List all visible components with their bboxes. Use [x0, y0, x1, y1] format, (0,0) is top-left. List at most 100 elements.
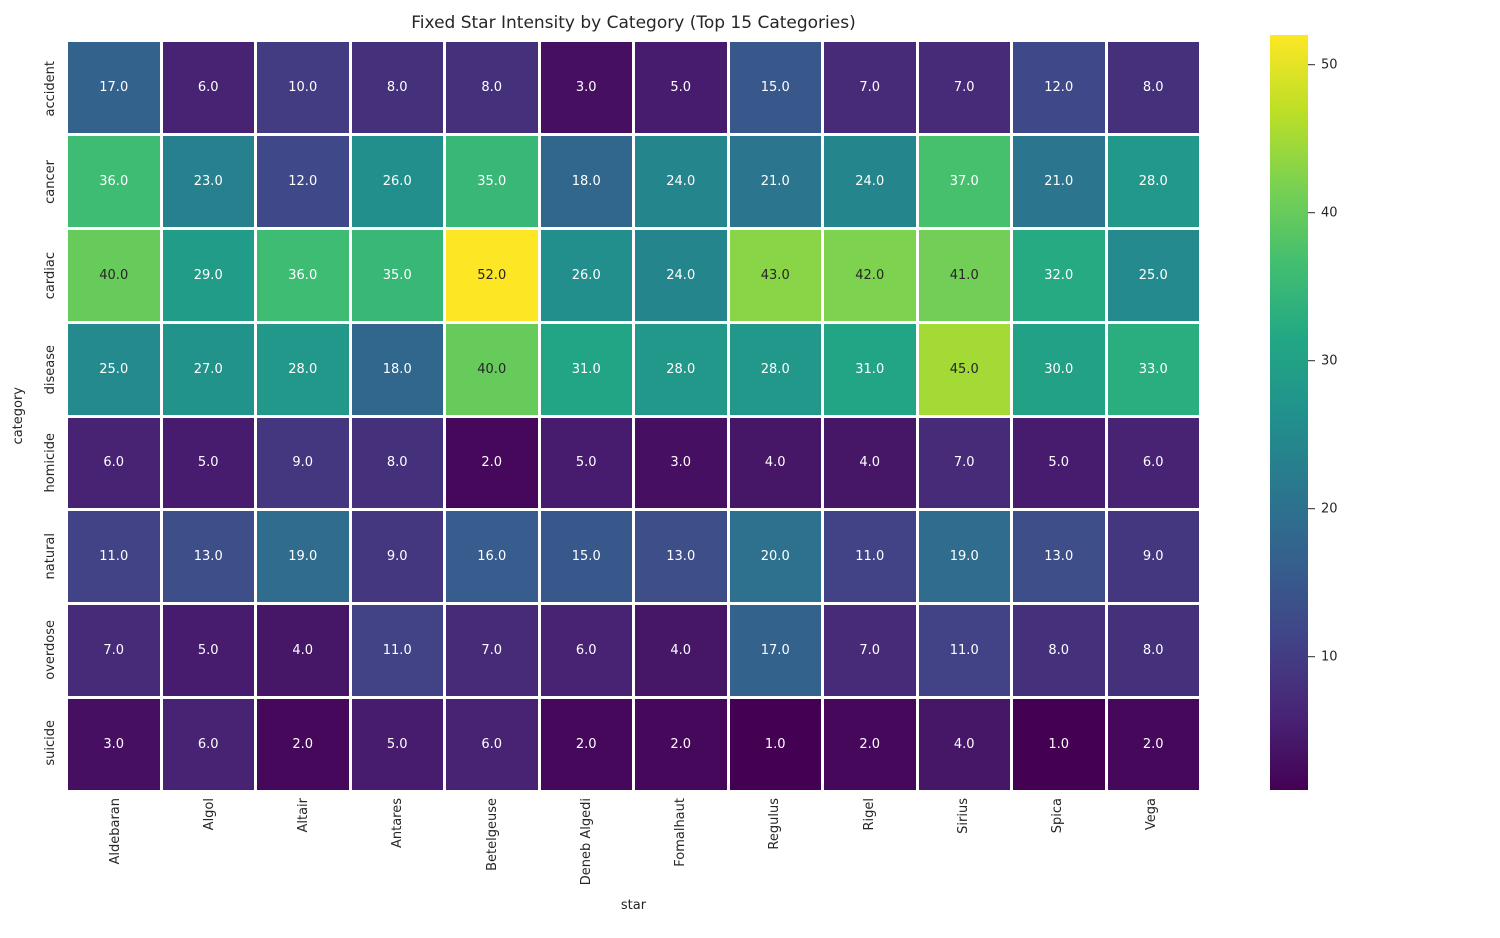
cell-annotation: 2.0: [292, 737, 314, 753]
cell-annotation: 31.0: [571, 361, 601, 377]
colorbar-tick-label: 50: [1321, 57, 1338, 73]
y-tick-label: natural: [30, 510, 58, 604]
x-tick-label: Rigel: [822, 798, 916, 898]
cell-annotation: 6.0: [1142, 455, 1164, 471]
heatmap-cell: 2.0: [824, 699, 916, 790]
cell-annotation: 2.0: [481, 455, 503, 471]
cell-annotation: 2.0: [575, 737, 597, 753]
cell-annotation: 2.0: [670, 737, 692, 753]
cell-annotation: 43.0: [760, 267, 790, 283]
x-tick-label: Betelgeuse: [445, 798, 539, 898]
heatmap-cell: 1.0: [1013, 699, 1105, 790]
cell-annotation: 13.0: [193, 549, 223, 565]
heatmap-cell: 26.0: [540, 229, 632, 321]
cell-annotation: 1.0: [1048, 737, 1070, 753]
cell-annotation: 5.0: [197, 643, 219, 659]
x-tick-label: Fomalhaut: [634, 798, 728, 898]
heatmap-cell: 2.0: [635, 699, 727, 790]
x-tick-label-text: Rigel: [861, 798, 877, 831]
cell-annotation: 5.0: [1048, 455, 1070, 471]
y-tick-label: suicide: [30, 697, 58, 791]
y-tick-label-text: accident: [43, 61, 58, 117]
colorbar-tick-label: 30: [1321, 353, 1338, 369]
x-tick-label: Deneb Algedi: [539, 798, 633, 898]
heatmap-cell: 7.0: [68, 605, 160, 697]
x-tick-label-text: Vega: [1144, 798, 1160, 831]
heatmap-cell: 41.0: [918, 229, 1010, 321]
cell-annotation: 6.0: [197, 737, 219, 753]
cell-annotation: 5.0: [197, 455, 219, 471]
x-tick-label-text: Altair: [296, 798, 312, 833]
heatmap-cell: 4.0: [257, 605, 349, 697]
heatmap-cell: 42.0: [824, 229, 916, 321]
heatmap-cell: 13.0: [1013, 511, 1105, 603]
heatmap-cell: 1.0: [729, 699, 821, 790]
cell-annotation: 21.0: [760, 173, 790, 189]
heatmap-cell: 32.0: [1013, 229, 1105, 321]
cell-annotation: 18.0: [382, 361, 412, 377]
cell-annotation: 24.0: [855, 173, 885, 189]
cell-annotation: 20.0: [760, 549, 790, 565]
cell-annotation: 33.0: [1138, 361, 1168, 377]
y-tick-label: homicide: [30, 416, 58, 510]
cell-annotation: 7.0: [859, 79, 881, 95]
y-tick-label: accident: [30, 42, 58, 136]
heatmap-cell: 8.0: [446, 42, 538, 133]
heatmap-cell: 11.0: [918, 605, 1010, 697]
heatmap-grid: 17.0 6.0 10.0 8.0 8.0 3.0 5.0 15.0 7.0 7.0 12.0 8.0…: [68, 42, 1199, 790]
cell-annotation: 7.0: [953, 455, 975, 471]
cell-annotation: 41.0: [949, 267, 979, 283]
y-axis-title-text: category: [10, 387, 26, 445]
heatmap-cell: 3.0: [68, 699, 160, 790]
cell-annotation: 25.0: [1138, 267, 1168, 283]
heatmap-cell: 26.0: [351, 135, 443, 227]
heatmap-cell: 45.0: [918, 323, 1010, 415]
cell-annotation: 8.0: [1142, 643, 1164, 659]
heatmap-cell: 5.0: [540, 417, 632, 509]
heatmap-cell: 4.0: [918, 699, 1010, 790]
cell-annotation: 5.0: [670, 79, 692, 95]
heatmap-cell: 52.0: [446, 229, 538, 321]
cell-annotation: 26.0: [382, 173, 412, 189]
heatmap-cell: 6.0: [1107, 417, 1199, 509]
heatmap-cell: 8.0: [1107, 42, 1199, 133]
heatmap-cell: 28.0: [1107, 135, 1199, 227]
x-tick-label-text: Algol: [201, 798, 217, 831]
heatmap-cell: 6.0: [162, 699, 254, 790]
heatmap-cell: 8.0: [1107, 605, 1199, 697]
x-tick-label-text: Betelgeuse: [484, 798, 500, 871]
y-tick-label-text: cancer: [43, 160, 58, 205]
colorbar-tick-mark: [1308, 507, 1315, 510]
cell-annotation: 3.0: [575, 79, 597, 95]
heatmap-cell: 23.0: [162, 135, 254, 227]
heatmap-cell: 2.0: [1107, 699, 1199, 790]
heatmap-cell: 13.0: [635, 511, 727, 603]
y-axis-title: category: [8, 42, 28, 790]
y-axis-tick-labels: accident cancer cardiac disease homicide natu…: [30, 42, 58, 790]
heatmap-cell: 24.0: [635, 135, 727, 227]
x-tick-label: Sirius: [916, 798, 1010, 898]
cell-annotation: 26.0: [571, 267, 601, 283]
heatmap-cell: 16.0: [446, 511, 538, 603]
colorbar: 10 20 30 40 50: [1270, 35, 1338, 790]
colorbar-tick-mark: [1308, 655, 1315, 658]
x-tick-label: Altair: [257, 798, 351, 898]
heatmap-cell: 19.0: [257, 511, 349, 603]
heatmap-cell: 40.0: [68, 229, 160, 321]
cell-annotation: 5.0: [575, 455, 597, 471]
y-tick-label-text: cardiac: [43, 252, 58, 300]
cell-annotation: 11.0: [949, 643, 979, 659]
cell-annotation: 6.0: [103, 455, 125, 471]
heatmap-cell: 4.0: [635, 605, 727, 697]
y-tick-label: disease: [30, 323, 58, 417]
heatmap-cell: 19.0: [918, 511, 1010, 603]
chart-title: Fixed Star Intensity by Category (Top 15…: [411, 13, 856, 33]
heatmap-cell: 21.0: [1013, 135, 1105, 227]
cell-annotation: 5.0: [386, 737, 408, 753]
heatmap-cell: 40.0: [446, 323, 538, 415]
heatmap-cell: 35.0: [446, 135, 538, 227]
heatmap-cell: 5.0: [162, 417, 254, 509]
heatmap-cell: 12.0: [257, 135, 349, 227]
heatmap-cell: 27.0: [162, 323, 254, 415]
cell-annotation: 13.0: [1044, 549, 1074, 565]
